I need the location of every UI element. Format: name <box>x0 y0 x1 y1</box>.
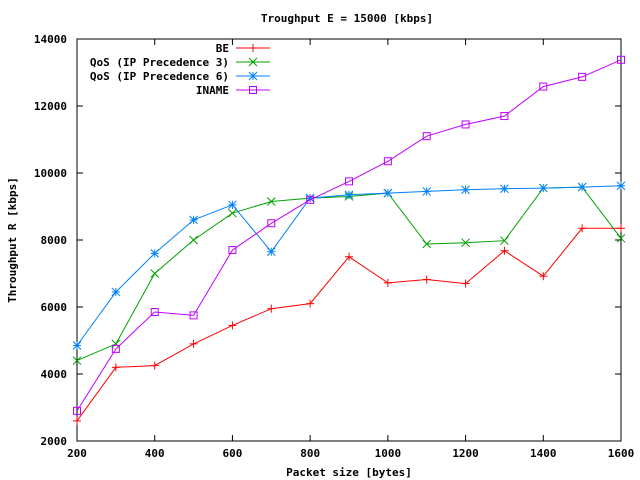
data-point <box>228 208 237 218</box>
legend-label: INAME <box>196 84 229 97</box>
data-point <box>345 252 353 261</box>
plot-frame <box>76 38 622 442</box>
data-point <box>422 275 431 284</box>
data-point <box>500 184 509 194</box>
data-point <box>617 224 625 233</box>
data-point <box>539 82 548 91</box>
data-point <box>461 279 470 288</box>
legend-marker <box>248 71 258 81</box>
y-tick-label: 12000 <box>34 100 67 113</box>
y-tick-label: 14000 <box>34 33 67 46</box>
data-point <box>189 311 198 320</box>
data-point <box>578 224 587 233</box>
series-3 <box>73 55 625 415</box>
data-point <box>72 341 82 350</box>
data-point <box>577 182 587 192</box>
data-point <box>189 215 198 225</box>
x-tick-label: 200 <box>67 447 87 460</box>
data-point <box>111 363 120 372</box>
data-point <box>500 236 509 246</box>
legend-label: QoS (IP Precedence 3) <box>90 56 229 69</box>
data-point <box>73 416 81 425</box>
data-point <box>72 356 82 365</box>
x-tick-label: 1000 <box>375 447 402 460</box>
data-point <box>383 188 393 198</box>
data-point <box>111 344 120 353</box>
x-tick-label: 1200 <box>452 447 479 460</box>
data-point <box>150 361 159 370</box>
data-point <box>422 239 432 249</box>
data-point <box>500 246 509 255</box>
x-axis-label: Packet size [bytes] <box>286 466 412 479</box>
data-point <box>189 235 198 245</box>
data-point <box>266 197 276 206</box>
data-point <box>539 272 548 281</box>
data-point <box>111 287 121 297</box>
legend-marker <box>249 44 257 52</box>
legend-marker <box>248 57 258 67</box>
series-0 <box>73 224 625 425</box>
data-point <box>228 200 237 210</box>
data-point <box>383 157 392 166</box>
data-point <box>228 321 237 330</box>
legend-label: QoS (IP Precedence 6) <box>90 70 229 83</box>
x-tick-label: 1400 <box>530 447 557 460</box>
data-point <box>73 406 81 415</box>
data-point <box>616 181 626 191</box>
data-point <box>345 177 353 186</box>
series-layer <box>72 55 626 425</box>
series-2 <box>72 181 626 350</box>
data-point <box>616 233 626 243</box>
y-tick-label: 2000 <box>41 435 68 448</box>
data-point <box>150 269 160 278</box>
data-point <box>617 55 625 64</box>
data-point <box>189 339 198 348</box>
data-point <box>578 72 587 81</box>
y-tick-label: 8000 <box>41 234 68 247</box>
data-point <box>306 299 315 308</box>
x-axis: 200 400 600 800 1000 1200 1400 1600 <box>67 39 634 460</box>
data-point <box>344 190 354 200</box>
x-tick-label: 1600 <box>608 447 635 460</box>
x-tick-label: 800 <box>300 447 320 460</box>
data-point <box>150 308 159 317</box>
data-point <box>461 238 470 248</box>
data-point <box>500 112 509 121</box>
data-point <box>383 278 392 287</box>
data-point <box>538 183 548 193</box>
y-tick-label: 6000 <box>41 301 68 314</box>
x-tick-label: 600 <box>222 447 242 460</box>
data-point <box>461 185 470 195</box>
data-point <box>422 187 432 196</box>
series-line <box>76 59 622 412</box>
chart-title: Troughput E = 15000 [kbps] <box>261 12 433 25</box>
data-point <box>461 120 470 129</box>
data-point <box>228 246 237 255</box>
data-point <box>267 304 276 313</box>
series-line <box>76 185 622 346</box>
legend-label: BE <box>216 42 229 55</box>
x-tick-label: 400 <box>145 447 165 460</box>
y-tick-label: 10000 <box>34 167 67 180</box>
data-point <box>150 249 160 258</box>
y-axis: 2000 4000 6000 8000 10000 12000 14000 <box>34 33 621 448</box>
data-point <box>266 247 276 257</box>
y-tick-label: 4000 <box>41 368 68 381</box>
y-axis-label: Throughput R [kbps] <box>6 177 19 303</box>
data-point <box>422 132 431 141</box>
data-point <box>305 193 315 203</box>
legend-marker <box>249 86 257 94</box>
series-1 <box>72 182 626 365</box>
data-point <box>306 195 315 204</box>
data-point <box>267 219 276 228</box>
